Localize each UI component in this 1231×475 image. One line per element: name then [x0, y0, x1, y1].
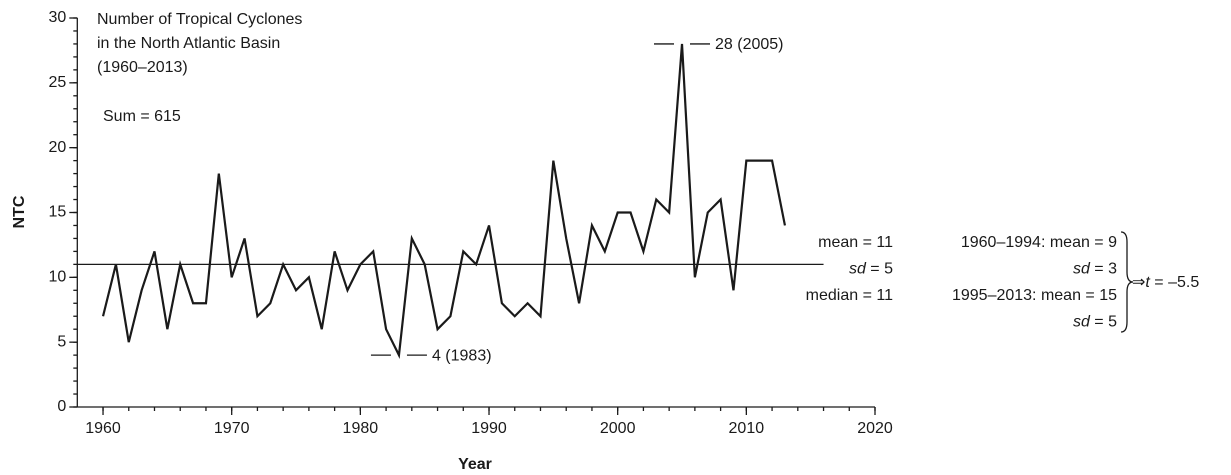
period-stat-label: 1995–2013: mean = 15 — [952, 287, 1117, 304]
stat-label: sd = 5 — [849, 261, 893, 278]
y-tick-label: 30 — [49, 9, 67, 26]
stat-text: = 5 — [866, 261, 893, 278]
stat-text: median = 11 — [806, 287, 893, 304]
x-tick-label: 1970 — [214, 420, 250, 437]
y-tick-label: 20 — [49, 139, 67, 156]
stat-text: 1995–2013: mean = 15 — [952, 287, 1117, 304]
stat-text: = –5.5 — [1150, 274, 1199, 291]
italic-symbol: sd — [1073, 261, 1091, 278]
y-tick-label: 0 — [57, 398, 66, 415]
data-line — [101, 43, 787, 359]
title: Number of Tropical Cyclones in the North… — [97, 11, 302, 76]
period-stat-label: sd = 5 — [1073, 314, 1117, 331]
stat-text: = 5 — [1090, 314, 1117, 331]
x-axis-label: Year — [458, 456, 492, 473]
period-stat-label: 1960–1994: mean = 9 — [961, 234, 1117, 251]
annotation: 4 (1983) — [432, 347, 492, 364]
x-tick-label: 2010 — [729, 420, 765, 437]
title-line: (1960–2013) — [97, 59, 188, 76]
title-line: Number of Tropical Cyclones — [97, 11, 302, 28]
t-test-label: ⇒t = –5.5 — [1132, 274, 1199, 291]
annotation: 28 (2005) — [715, 36, 784, 53]
y-tick-label: 15 — [49, 204, 67, 221]
y-tick-label: 10 — [49, 269, 67, 286]
stat-label: mean = 11 — [818, 234, 893, 251]
italic-symbol: t — [1145, 274, 1150, 291]
y-axis-label: NTC — [11, 195, 28, 228]
y-tick-label: 25 — [49, 74, 67, 91]
y-tick-label: 5 — [57, 333, 66, 350]
arrow: ⇒ — [1132, 274, 1145, 291]
brace — [1120, 231, 1134, 333]
italic-symbol: sd — [849, 261, 867, 278]
stat-text: 1960–1994: mean = 9 — [961, 234, 1117, 251]
sum-label: Sum = 615 — [103, 108, 181, 125]
x-tick-label: 2020 — [857, 420, 893, 437]
period-stat-label: sd = 3 — [1073, 261, 1117, 278]
italic-symbol: sd — [1073, 314, 1091, 331]
stat-text: = 3 — [1090, 261, 1117, 278]
stat-text: mean = 11 — [818, 234, 893, 251]
x-tick-label: 2000 — [600, 420, 636, 437]
stat-label: median = 11 — [806, 287, 893, 304]
x-tick-label: 1980 — [343, 420, 379, 437]
title-line: in the North Atlantic Basin — [97, 35, 280, 52]
x-tick-label: 1960 — [85, 420, 121, 437]
x-tick-label: 1990 — [471, 420, 507, 437]
